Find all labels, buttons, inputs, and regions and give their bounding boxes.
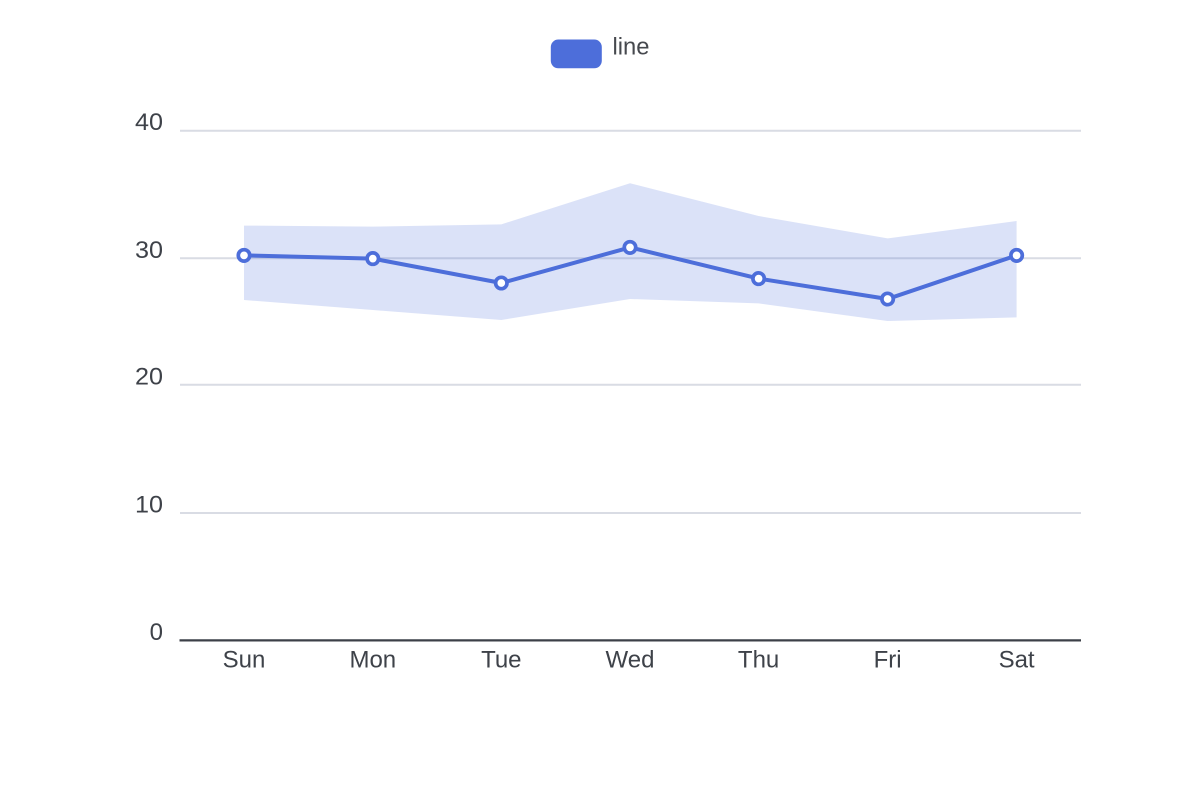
svg-text:Thu: Thu (738, 647, 779, 674)
svg-text:30: 30 (135, 237, 163, 264)
svg-text:20: 20 (135, 363, 163, 390)
svg-text:Sat: Sat (999, 647, 1035, 674)
svg-text:10: 10 (135, 492, 163, 519)
svg-text:Tue: Tue (481, 647, 521, 674)
svg-text:0: 0 (150, 619, 163, 646)
svg-text:line: line (613, 34, 650, 61)
svg-text:Wed: Wed (606, 647, 655, 674)
svg-text:40: 40 (135, 109, 163, 136)
svg-text:Fri: Fri (874, 647, 902, 674)
svg-text:Mon: Mon (349, 647, 396, 674)
svg-text:Sun: Sun (223, 647, 266, 674)
